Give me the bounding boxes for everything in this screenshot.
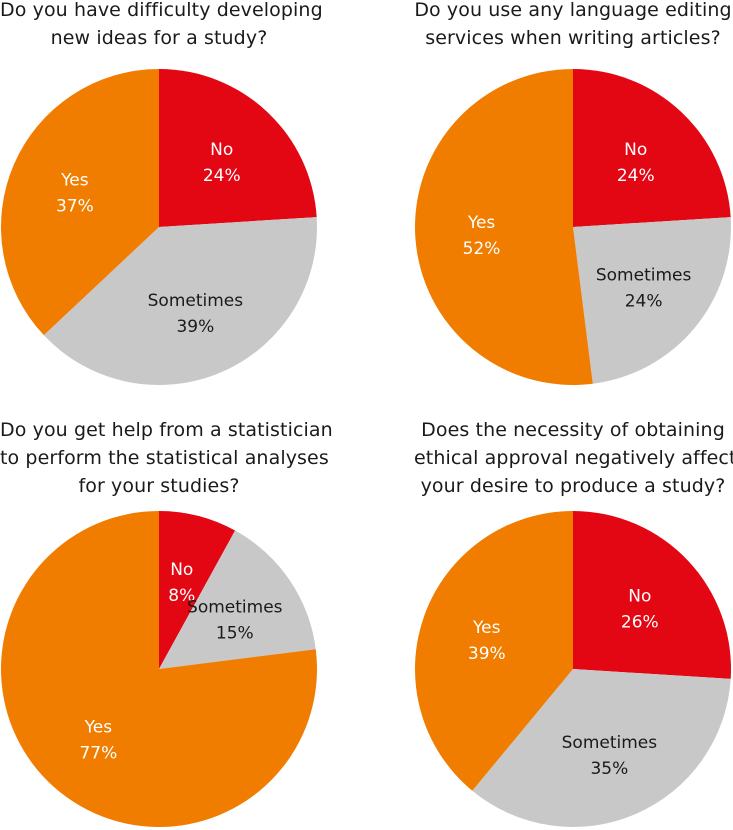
chart-3-label-sometimes: Sometimes bbox=[187, 597, 283, 617]
chart-4-value-yes: 39% bbox=[468, 644, 506, 664]
chart-2-value-no: 24% bbox=[617, 166, 655, 186]
chart-2-title-line-2: services when writing articles? bbox=[425, 27, 721, 49]
chart-4-slice-yes bbox=[415, 511, 573, 791]
chart-3-value-yes: 77% bbox=[79, 744, 117, 764]
chart-1-pie: No 24% Sometimes 39% Yes 37% bbox=[0, 69, 318, 386]
chart-3-title-line-1: Do you get help from a statistician bbox=[0, 419, 333, 441]
chart-2-slice-yes bbox=[415, 69, 593, 385]
chart-4-pie: No 26% Sometimes 35% Yes 39% bbox=[415, 511, 731, 827]
chart-2-label-yes: Yes bbox=[467, 213, 496, 233]
chart-1-title-line-2: new ideas for a study? bbox=[50, 27, 268, 49]
chart-4-title-line-1: Does the necessity of obtaining bbox=[421, 419, 725, 441]
chart-1-title: Do you have difficulty developing new id… bbox=[0, 0, 323, 52]
chart-2-slice-no bbox=[573, 69, 731, 227]
chart-2-slice-sometimes bbox=[573, 217, 731, 384]
chart-4-title-line-3: your desire to produce a study? bbox=[420, 475, 726, 497]
chart-4-label-no: No bbox=[628, 586, 651, 606]
chart-3-title: Do you get help from a statistician to p… bbox=[0, 416, 333, 500]
chart-4-slice-no bbox=[573, 511, 731, 679]
chart-2-value-yes: 52% bbox=[463, 239, 501, 259]
chart-4-title: Does the necessity of obtaining ethical … bbox=[414, 416, 733, 500]
chart-3-pie: No 8%Sometimes 15% Yes 77% bbox=[1, 511, 318, 827]
chart-4-slice-sometimes bbox=[472, 669, 731, 827]
chart-2-label-no: No bbox=[624, 140, 647, 160]
chart-2-title-line-1: Do you use any language editing bbox=[414, 0, 732, 21]
chart-3-title-line-3: for your studies? bbox=[78, 475, 240, 497]
chart-3-title-line-2: to perform the statistical analyses bbox=[0, 447, 329, 469]
chart-1-value-yes: 37% bbox=[56, 197, 94, 217]
chart-1-label-yes: Yes bbox=[60, 171, 89, 191]
chart-3-slice-sometimes bbox=[159, 530, 316, 669]
chart-1-slice-sometimes bbox=[43, 217, 318, 386]
chart-3-label-yes: Yes bbox=[84, 718, 113, 738]
chart-4-label-yes: Yes bbox=[472, 618, 501, 638]
chart-3-value-no: 8% bbox=[168, 586, 195, 606]
chart-2-label-sometimes: Sometimes bbox=[596, 265, 692, 285]
chart-2-pie: No 24% Sometimes 24% Yes 52% bbox=[415, 69, 731, 385]
chart-1-slice-yes bbox=[0, 69, 160, 336]
chart-4-label-sometimes: Sometimes bbox=[562, 733, 658, 753]
chart-4-title-line-2: ethical approval negatively affect bbox=[414, 447, 733, 469]
chart-2-title: Do you use any language editing services… bbox=[414, 0, 732, 52]
chart-4-value-sometimes: 35% bbox=[590, 759, 628, 779]
chart-1-label-no: No bbox=[210, 140, 233, 160]
chart-3-slice-no bbox=[159, 511, 236, 669]
chart-1-value-sometimes: 39% bbox=[176, 317, 214, 337]
chart-1-value-no: 24% bbox=[203, 166, 241, 186]
chart-3-label-no: No bbox=[170, 560, 193, 580]
chart-2-value-sometimes: 24% bbox=[625, 291, 663, 311]
chart-1-slice-no bbox=[159, 69, 317, 227]
chart-4-value-no: 26% bbox=[621, 612, 659, 632]
chart-3-value-sometimes: 15% bbox=[216, 623, 254, 643]
chart-1-label-sometimes: Sometimes bbox=[148, 291, 244, 311]
chart-3-slice-yes bbox=[1, 511, 318, 827]
chart-1-title-line-1: Do you have difficulty developing bbox=[0, 0, 323, 21]
